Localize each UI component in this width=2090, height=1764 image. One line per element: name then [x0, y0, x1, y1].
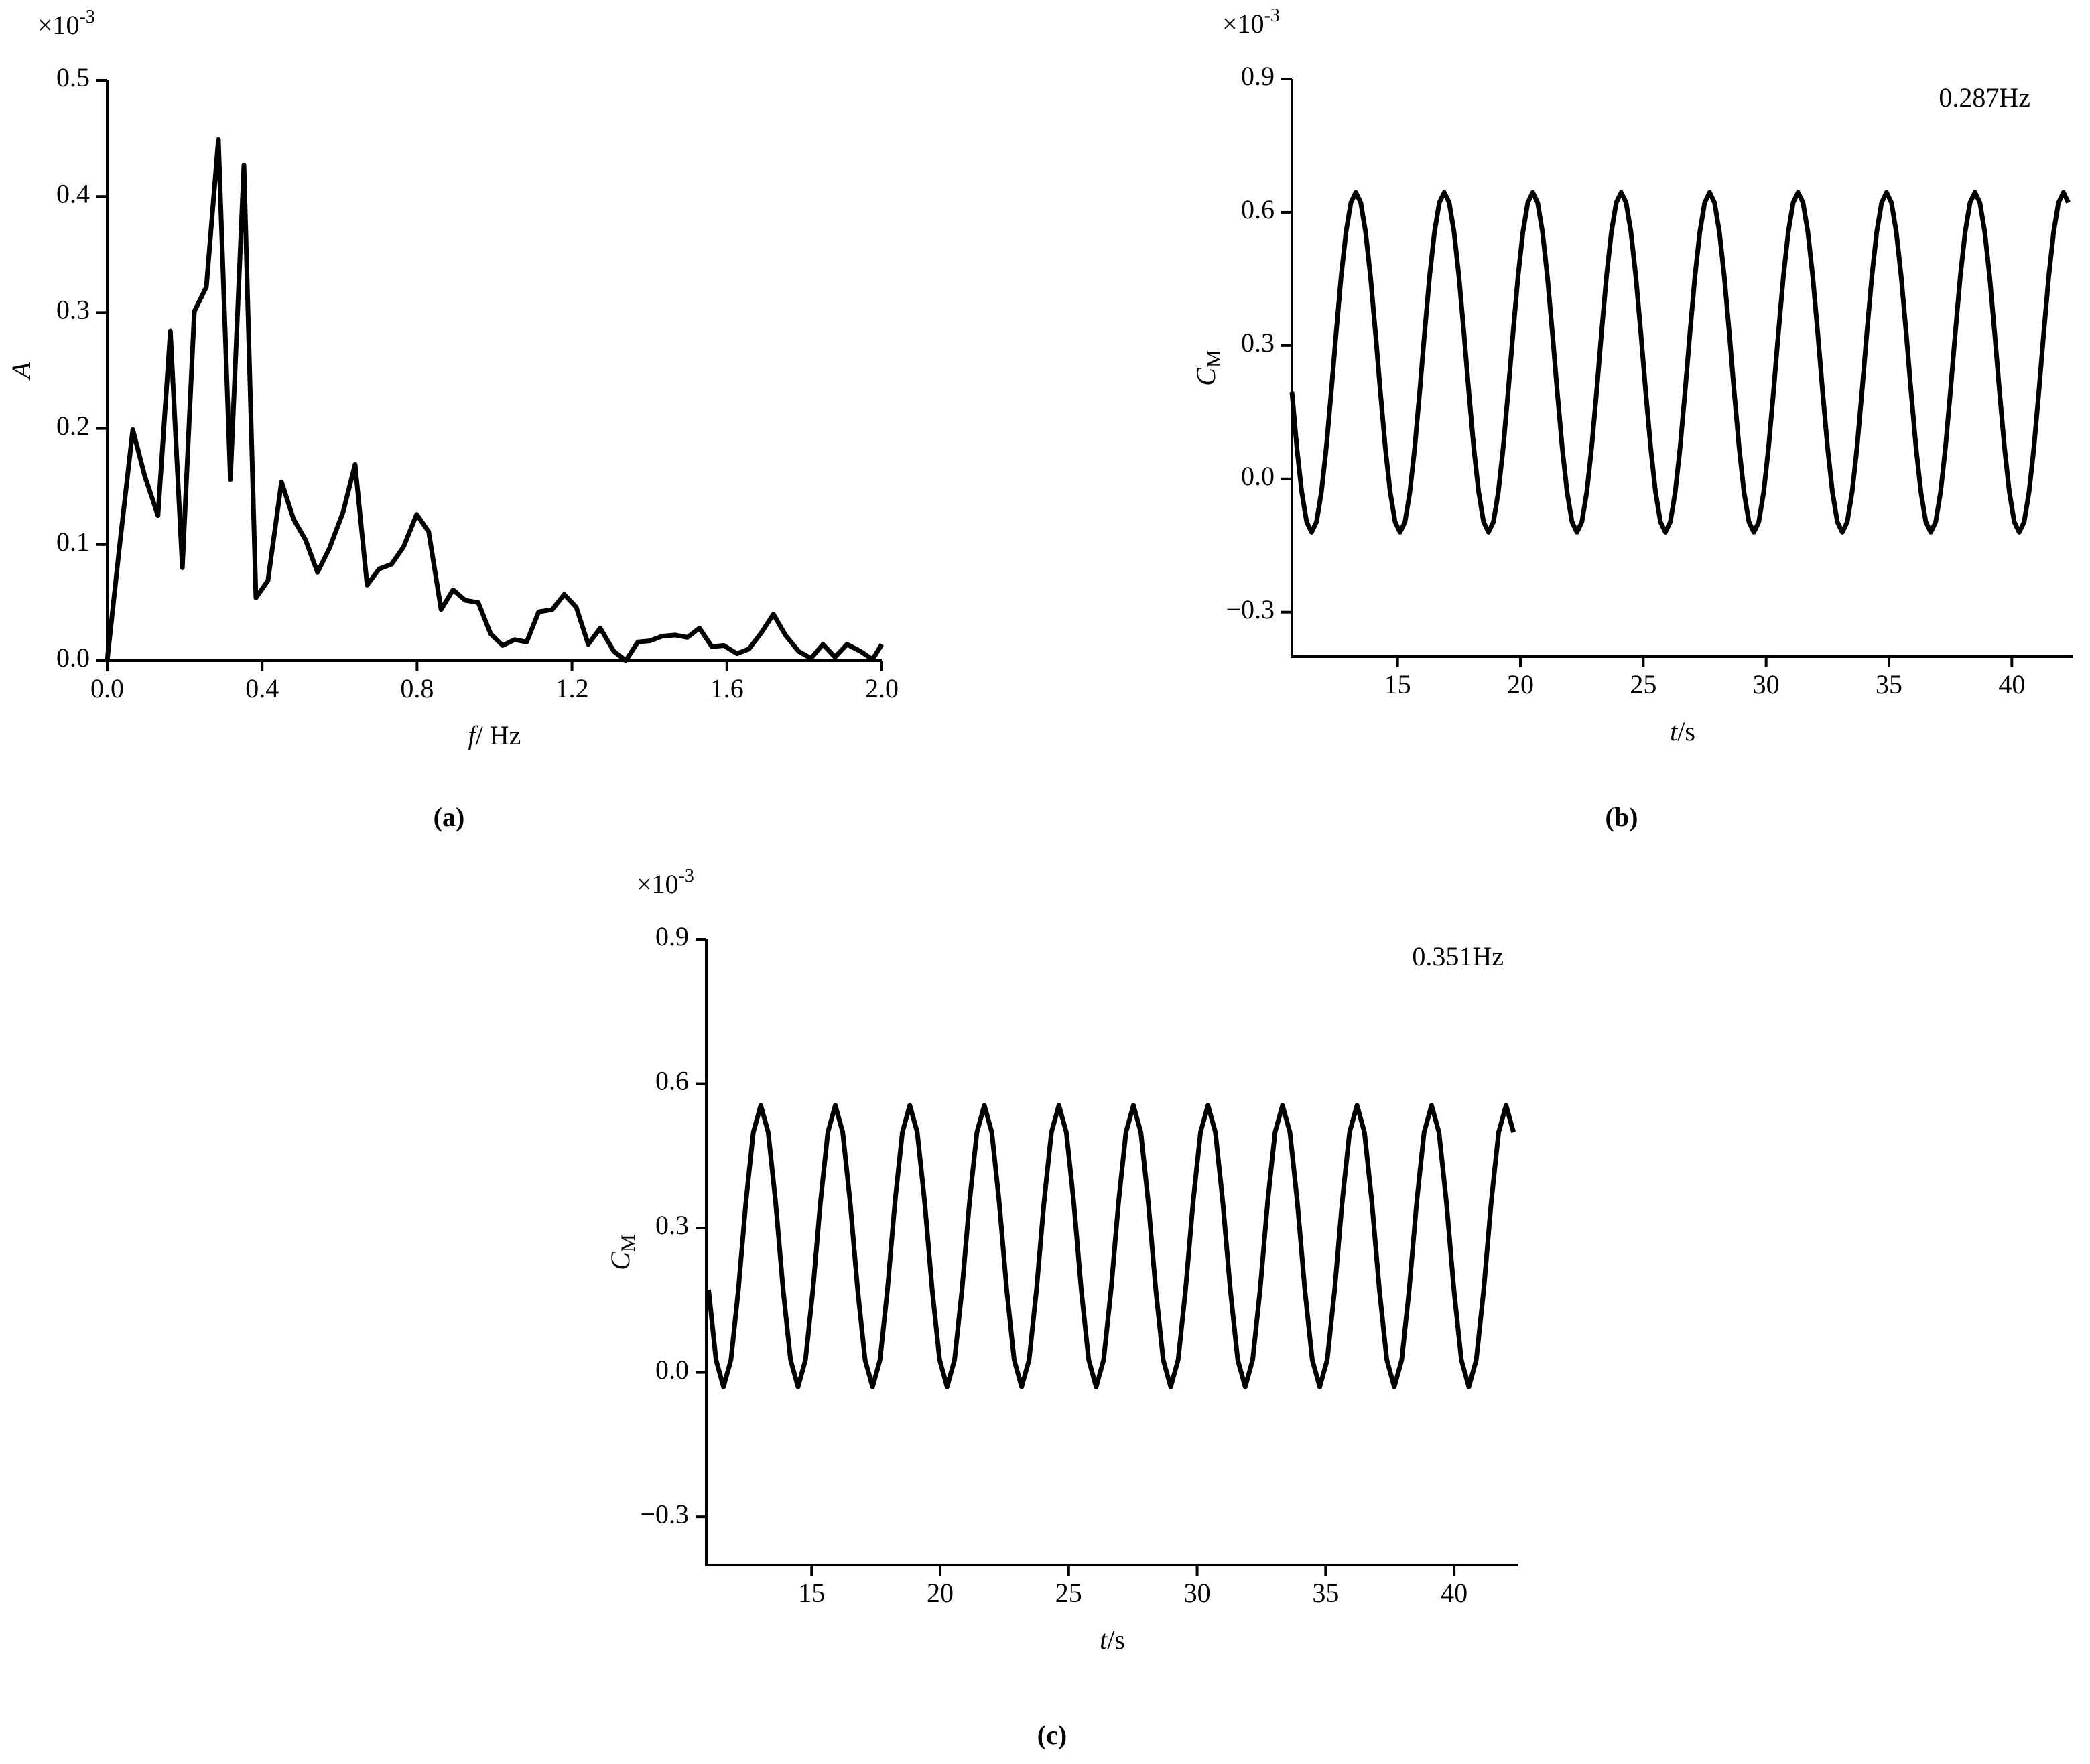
y-axis-variable: A [6, 362, 36, 381]
y-multiplier: ×10-3 [38, 7, 95, 40]
y-tick-label: 0.9 [1241, 61, 1275, 91]
x-tick-label: 40 [1998, 669, 2025, 699]
x-tick-label: 30 [1753, 669, 1780, 699]
y-multiplier-base: ×10 [1222, 9, 1264, 39]
annotation: 0.287Hz [1939, 82, 2030, 113]
data-line [1289, 190, 2071, 535]
y-tick-label: 0.0 [655, 1355, 689, 1385]
panel-label: (a) [434, 802, 465, 832]
y-tick-label: 0.6 [1241, 194, 1275, 224]
x-tick-label: 35 [1312, 1578, 1339, 1608]
x-tick-label: 20 [927, 1578, 954, 1608]
x-axis-unit: / Hz [476, 720, 521, 750]
y-axis-variable: C [1191, 367, 1221, 386]
x-tick-label: 30 [1184, 1578, 1211, 1608]
y-tick-label: 0.9 [655, 921, 689, 951]
x-tick-label: 1.6 [710, 673, 744, 703]
y-multiplier-base: ×10 [637, 869, 679, 899]
panel-label: (c) [1037, 1720, 1067, 1750]
y-axis-label: CM [605, 1234, 639, 1270]
y-tick-label: 0.3 [56, 295, 90, 325]
x-tick-label: 25 [1055, 1578, 1082, 1608]
y-tick-label: 0.2 [56, 411, 90, 441]
y-tick-label: 0.5 [56, 62, 90, 92]
y-tick-label: 0.6 [655, 1066, 689, 1096]
x-axis-label: t/s [1100, 1625, 1125, 1655]
y-axis-label: CM [1191, 350, 1225, 385]
y-tick-label: 0.3 [655, 1210, 689, 1240]
y-axis-variable: C [605, 1251, 635, 1270]
y-tick-label: 0.3 [1241, 328, 1275, 358]
y-axis-subscript: M [617, 1234, 639, 1252]
y-multiplier-exponent: -3 [80, 7, 95, 27]
x-axis-unit: /s [1107, 1625, 1125, 1655]
x-axis-label: f/ Hz [468, 720, 521, 750]
x-tick-label: 0.8 [400, 673, 434, 703]
y-tick-label: 0.0 [1241, 461, 1275, 491]
y-multiplier: ×10-3 [1222, 5, 1280, 39]
y-axis-label: A [6, 362, 36, 381]
y-tick-label: 0.1 [56, 527, 90, 557]
y-tick-label: 0.0 [56, 642, 90, 673]
x-axis-label: t/s [1670, 716, 1695, 746]
y-multiplier-exponent: -3 [679, 866, 694, 886]
x-tick-label: 35 [1876, 669, 1902, 699]
data-line [706, 1103, 1516, 1389]
x-tick-label: 15 [1384, 669, 1411, 699]
y-tick-label: 0.4 [56, 178, 90, 208]
y-multiplier: ×10-3 [637, 866, 694, 899]
x-tick-label: 0.4 [245, 673, 279, 703]
panel-label: (b) [1606, 802, 1638, 832]
x-tick-label: 20 [1507, 669, 1534, 699]
x-axis-variable: t [1100, 1625, 1108, 1655]
x-axis-unit: /s [1677, 716, 1695, 746]
x-tick-label: 25 [1630, 669, 1656, 699]
annotation: 0.351Hz [1412, 941, 1504, 971]
y-multiplier-exponent: -3 [1264, 5, 1280, 26]
y-tick-label: −0.3 [1226, 594, 1275, 624]
x-tick-label: 40 [1441, 1578, 1467, 1608]
x-tick-label: 0.0 [90, 673, 124, 703]
x-tick-label: 1.2 [556, 673, 589, 703]
x-axis-variable: t [1670, 716, 1678, 746]
x-tick-label: 2.0 [865, 673, 899, 703]
data-line [105, 137, 884, 663]
y-tick-label: −0.3 [640, 1499, 689, 1529]
y-axis-subscript: M [1203, 350, 1225, 368]
y-multiplier-base: ×10 [38, 10, 80, 40]
x-tick-label: 15 [798, 1578, 825, 1608]
